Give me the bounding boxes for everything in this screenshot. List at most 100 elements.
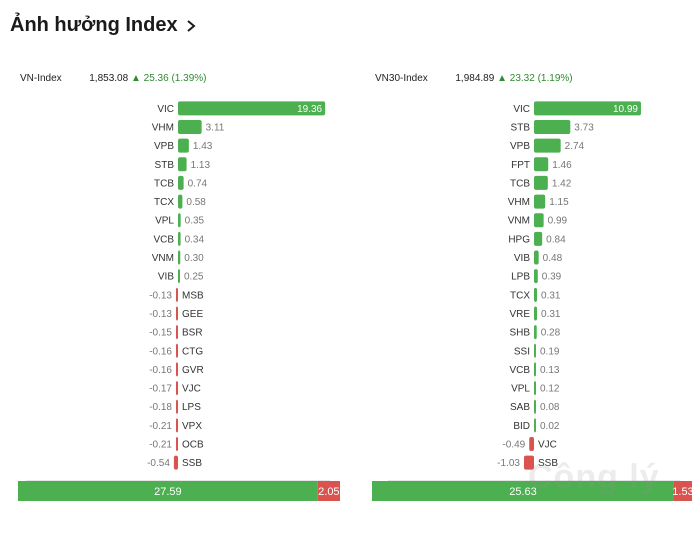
bar-row-vjc: VJC -0.49 [502, 437, 557, 452]
category-label: VJC [538, 440, 557, 451]
bar-negative [176, 362, 178, 377]
vn30-index-impact-chart: VIC 10.99 STB 3.73 VPB 2.74 FPT 1.46 TCB 1.42 VHM 1… [372, 101, 694, 501]
index-change: 25.36 (1.39%) [143, 73, 207, 84]
category-label: CTG [182, 346, 203, 357]
bar-positive [178, 269, 180, 284]
bar-positive [178, 175, 184, 190]
data-label: 2.74 [565, 141, 585, 152]
data-label: 0.99 [548, 216, 568, 227]
data-label: 0.19 [540, 346, 560, 357]
bar-row-vpb: VPB 1.43 [154, 138, 213, 153]
category-label: STB [511, 122, 531, 133]
category-label: VHM [508, 197, 530, 208]
bar-row-vpl: VPL 0.35 [155, 213, 205, 228]
bar-negative [176, 399, 178, 414]
bar-positive [534, 231, 543, 246]
up-arrow-icon: ▲ [497, 73, 507, 84]
category-label: MSB [182, 290, 204, 301]
bar-negative [176, 381, 178, 396]
bar-row-vib: VIB 0.48 [514, 250, 563, 265]
data-label: 0.58 [186, 197, 206, 208]
bar-row-gvr: GVR -0.16 [149, 362, 204, 377]
index-change: 23.32 (1.19%) [509, 73, 573, 84]
data-label: -1.03 [497, 458, 520, 469]
page-title[interactable]: Ảnh hưởng Index [10, 14, 198, 37]
bar-negative [529, 437, 534, 452]
bar-row-bsr: BSR -0.15 [149, 325, 203, 340]
category-label: BSR [182, 328, 203, 339]
chevron-right-icon [186, 19, 196, 32]
data-label: 0.25 [184, 272, 204, 283]
category-label: SSI [514, 346, 530, 357]
bar-positive [534, 213, 544, 228]
bar-positive [534, 101, 641, 116]
bar-positive [534, 343, 536, 358]
bar-row-vcb: VCB 0.34 [153, 231, 204, 246]
category-label: HPG [508, 234, 530, 245]
data-label: -0.18 [149, 402, 172, 413]
data-label: -0.13 [149, 290, 172, 301]
bar-row-lps: LPS -0.18 [149, 399, 201, 414]
category-label: VIC [157, 104, 174, 115]
data-label: 0.84 [546, 234, 566, 245]
data-label: 1.43 [193, 141, 213, 152]
bar-row-hpg: HPG 0.84 [508, 231, 566, 246]
category-label: STB [155, 160, 175, 171]
data-label: 3.11 [206, 122, 225, 133]
category-label: FPT [511, 160, 530, 171]
data-label: -0.17 [149, 384, 172, 395]
bar-row-ocb: OCB -0.21 [149, 437, 204, 452]
data-label: 0.35 [185, 216, 205, 227]
bar-row-vnm: VNM 0.99 [508, 213, 568, 228]
summary-negative-label: 1.53 [672, 486, 693, 498]
bar-row-stb: STB 3.73 [511, 119, 594, 134]
bar-positive [534, 175, 548, 190]
category-label: VCB [153, 234, 174, 245]
bar-positive [178, 101, 326, 116]
bar-positive [534, 306, 538, 321]
bar-row-vjc: VJC -0.17 [149, 381, 201, 396]
bar-row-ctg: CTG -0.16 [149, 343, 203, 358]
summary-positive-label: 25.63 [509, 486, 537, 498]
category-label: VIB [158, 272, 174, 283]
bar-row-tcx: TCX 0.58 [154, 194, 206, 209]
bar-positive [534, 119, 571, 134]
data-label: 0.39 [542, 272, 562, 283]
data-label: -0.21 [149, 440, 172, 451]
data-label: 0.08 [540, 402, 560, 413]
index-name: VN30-Index [375, 73, 428, 84]
bar-positive [178, 250, 181, 265]
data-label: 1.13 [191, 160, 211, 171]
category-label: VPL [511, 384, 530, 395]
bar-negative [176, 325, 178, 340]
vn30-index-header: VN30-Index 1,984.89 ▲ 23.32 (1.19%) [375, 73, 573, 84]
vn-index-impact-chart: VIC 19.36 VHM 3.11 VPB 1.43 STB 1.13 TCB 0.74 TCX 0… [18, 101, 340, 501]
bar-row-bid: BID 0.02 [513, 418, 560, 433]
category-label: LPS [182, 402, 201, 413]
bar-row-vpb: VPB 2.74 [510, 138, 585, 153]
bar-negative [176, 306, 178, 321]
bar-row-ssb: SSB -1.03 [497, 455, 558, 470]
bar-negative [173, 455, 178, 470]
category-label: VPB [510, 141, 530, 152]
bar-positive [178, 194, 183, 209]
category-label: VPL [155, 216, 174, 227]
bar-row-vre: VRE 0.31 [509, 306, 561, 321]
vn-index-header: VN-Index 1,853.08 ▲ 25.36 (1.39%) [20, 73, 206, 84]
bar-row-vhm: VHM 3.11 [152, 119, 225, 134]
category-label: VRE [509, 309, 530, 320]
bar-row-vic: VIC 10.99 [513, 101, 641, 116]
bar-positive [534, 269, 538, 284]
bar-positive [534, 194, 546, 209]
data-label: -0.13 [149, 309, 172, 320]
summary-negative-bar [317, 481, 340, 501]
bar-positive [534, 325, 537, 340]
bar-positive [534, 362, 536, 377]
summary-positive-bar [18, 481, 318, 501]
category-label: VNM [152, 253, 174, 264]
category-label: GEE [182, 309, 203, 320]
index-value: 1,853.08 [89, 73, 129, 84]
index-name: VN-Index [20, 73, 62, 84]
bar-negative [176, 343, 178, 358]
data-label: -0.16 [149, 365, 172, 376]
